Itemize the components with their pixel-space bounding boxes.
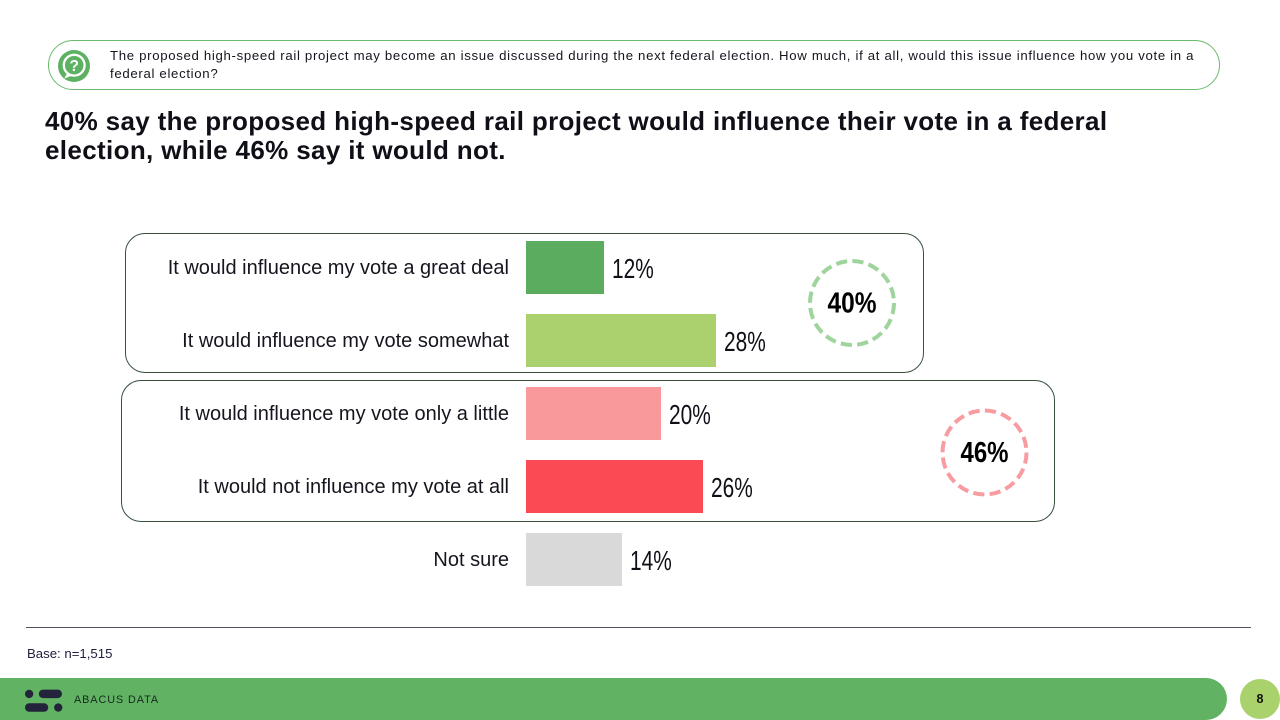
svg-text:40%: 40% — [828, 287, 877, 319]
svg-text:46%: 46% — [961, 437, 1009, 469]
svg-text:?: ? — [69, 58, 78, 75]
